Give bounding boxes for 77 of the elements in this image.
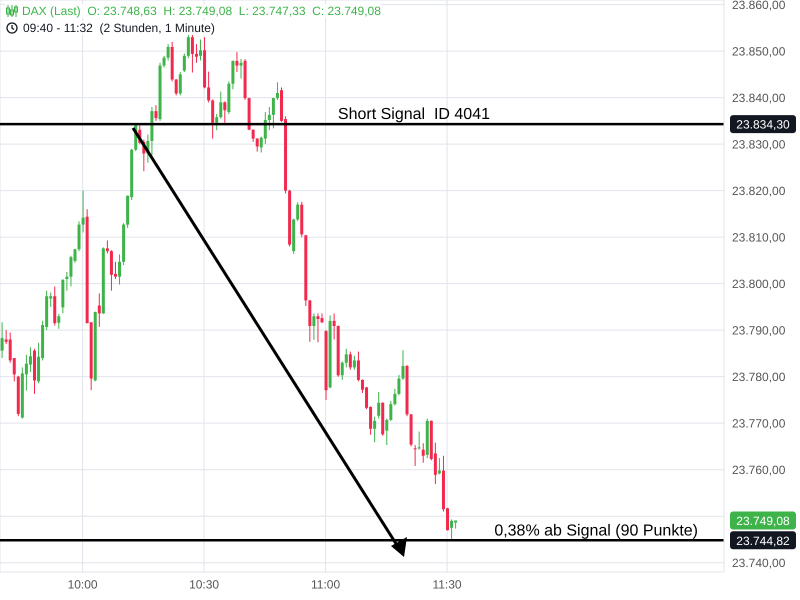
y-tick-label: 23.790,00 [732, 323, 786, 338]
candlestick [98, 292, 101, 328]
y-tick-label: 23.770,00 [732, 416, 786, 430]
candlestick [235, 52, 238, 73]
candlestick [352, 355, 356, 370]
candlestick [268, 106, 271, 131]
candlestick [118, 254, 122, 286]
candlestick [186, 34, 190, 59]
candlestick [312, 312, 316, 340]
candlestick [154, 104, 158, 122]
candlestick [57, 313, 60, 330]
candlestick [219, 91, 222, 120]
y-tick-label: 23.740,00 [732, 556, 786, 570]
candlestick [28, 346, 32, 373]
candlestick [223, 100, 226, 124]
candlestick [256, 138, 259, 152]
candlestick [252, 128, 255, 142]
text: 09:40 - 11:32 (2 Stunden, 1 Minute) [23, 21, 215, 35]
x-tick-label: 11:30 [432, 578, 462, 592]
text: 23.834,30 [736, 118, 790, 132]
candlestick [106, 240, 109, 254]
candlestick [162, 55, 166, 68]
candlestick [276, 82, 279, 100]
chart-title: DAX (Last) O: 23.748,63 H: 23.749,08 L: 23.747,33 C: 23.749,08 [22, 4, 381, 18]
candlestick [231, 60, 234, 90]
candlestick [332, 312, 336, 340]
candlestick [373, 416, 376, 443]
candlestick [401, 350, 404, 380]
candlestick [414, 444, 417, 466]
candlestick [340, 360, 344, 380]
candlestick [215, 113, 218, 131]
candlestick [110, 250, 113, 292]
candlestick [393, 388, 396, 406]
candlestick [166, 44, 170, 61]
candlestick [178, 72, 182, 96]
candlestick [344, 348, 348, 368]
candlestick [356, 351, 360, 382]
candlestick [385, 418, 388, 446]
candlestick [182, 52, 186, 73]
candlestick [450, 518, 454, 541]
candlestick [199, 39, 202, 61]
ref-line-label: 0,38% ab Signal (90 Punkte) [494, 522, 698, 540]
y-tick-label: 23.860,00 [732, 0, 786, 12]
text: 23.749,08 [736, 514, 790, 528]
candlestick [438, 458, 441, 475]
text: 23.744,82 [736, 534, 790, 548]
y-tick-label: 23.800,00 [732, 276, 786, 291]
candlestick [211, 99, 214, 140]
candlestick [422, 442, 425, 464]
candlestick [65, 272, 68, 292]
candlestick [296, 202, 300, 222]
candlestick [240, 58, 243, 80]
y-tick-label: 23.820,00 [732, 184, 786, 198]
y-tick-label: 23.810,00 [732, 230, 786, 244]
candlestick [82, 190, 85, 234]
candlestick [272, 97, 275, 129]
candlestick [418, 431, 421, 450]
candlestick [0, 322, 4, 359]
candlestick [316, 312, 320, 343]
x-tick-label: 10:00 [68, 578, 98, 592]
candlestick [389, 400, 392, 422]
candlestick [207, 71, 210, 103]
candlestick [377, 392, 380, 420]
candlestick [397, 374, 400, 396]
candlestick [348, 351, 352, 370]
x-tick-label: 11:00 [310, 578, 340, 592]
ref-line-label: Short Signal ID 4041 [338, 106, 490, 124]
y-tick-label: 23.760,00 [732, 462, 786, 477]
candlestick [174, 78, 178, 96]
y-tick-label: 23.830,00 [732, 137, 786, 152]
y-tick-label: 23.850,00 [732, 44, 786, 58]
candlestick [320, 312, 324, 324]
candlestick [190, 34, 194, 74]
y-tick-label: 23.840,00 [732, 90, 786, 105]
y-tick-label: 23.780,00 [732, 370, 786, 384]
candlestick [194, 44, 198, 64]
x-tick-label: 10:30 [189, 578, 220, 592]
